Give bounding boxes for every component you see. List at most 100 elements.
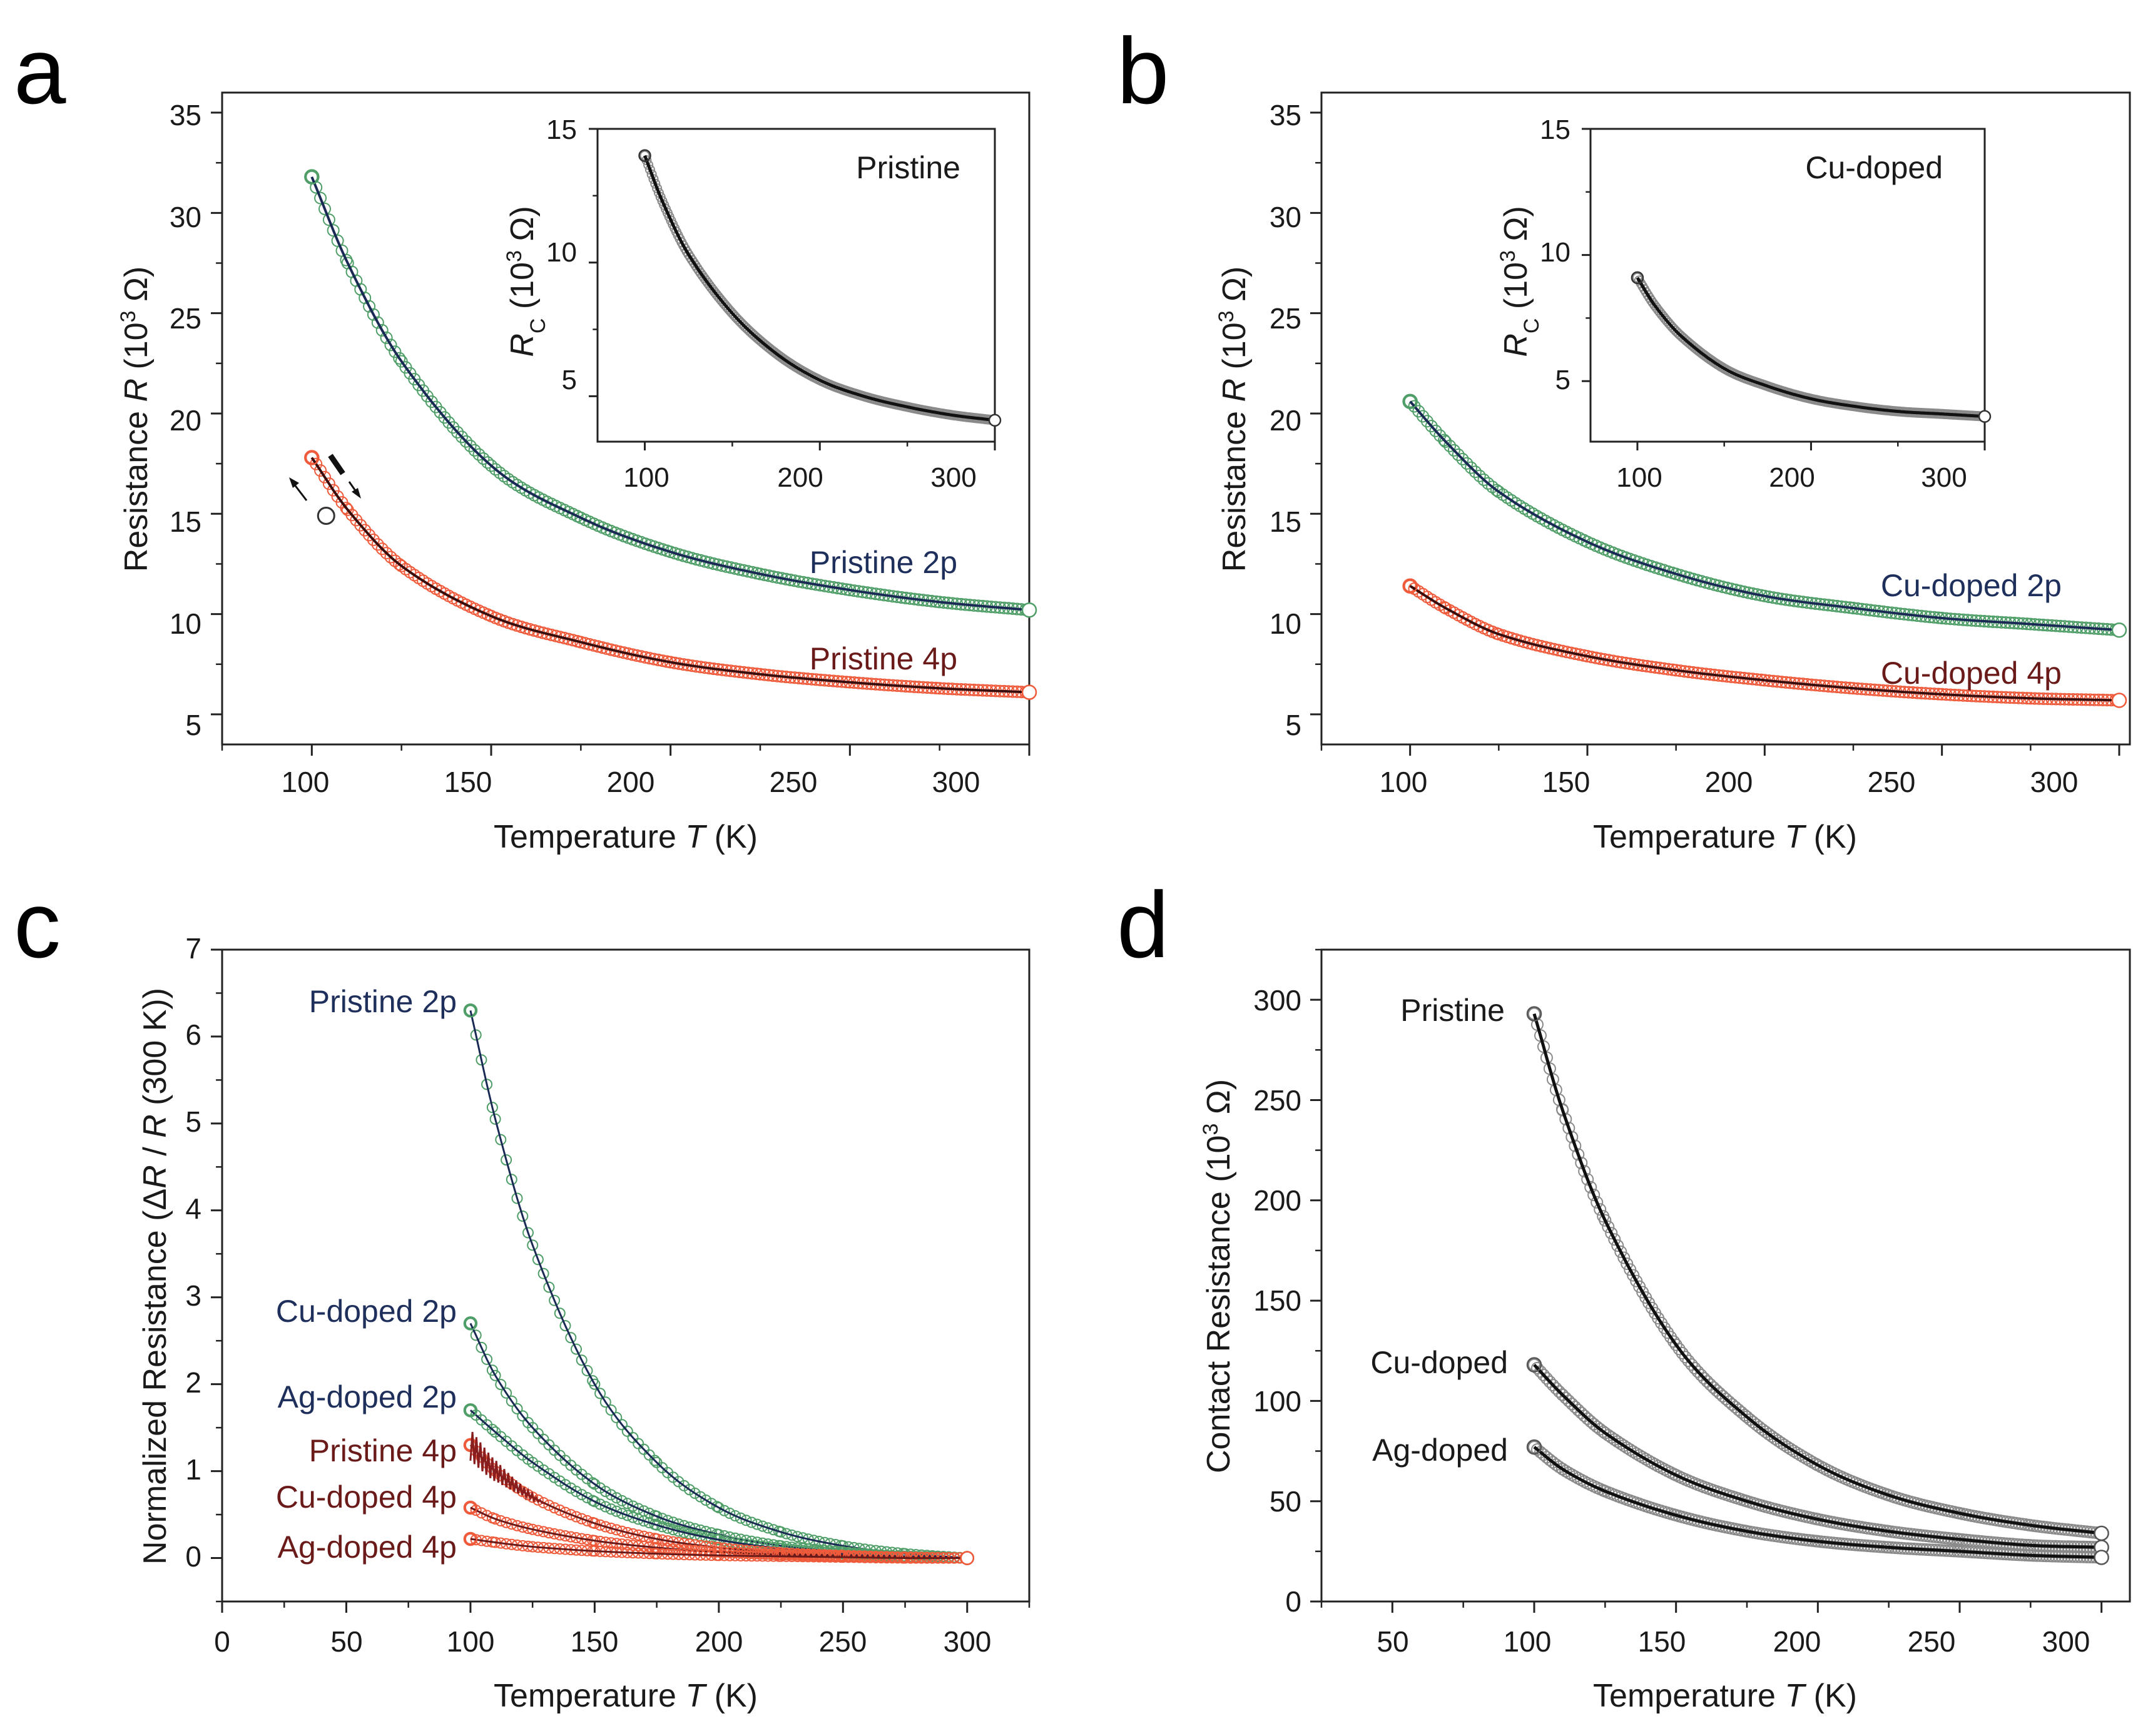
data-point bbox=[740, 321, 750, 332]
data-point bbox=[322, 213, 335, 226]
ticks-b bbox=[1310, 111, 2120, 756]
series-line bbox=[643, 155, 995, 422]
x-tick-label: 0 bbox=[214, 1625, 230, 1658]
data-point bbox=[1569, 1139, 1582, 1152]
data-point bbox=[576, 1354, 588, 1366]
data-point bbox=[327, 224, 340, 237]
inset-x-tick-label: 200 bbox=[1769, 462, 1815, 493]
data-point bbox=[495, 1134, 507, 1145]
data-point bbox=[464, 439, 477, 452]
data-point bbox=[1559, 1113, 1572, 1125]
data-point bbox=[532, 1525, 544, 1536]
plot-frame-a bbox=[221, 91, 1031, 746]
y-tick-label: 50 bbox=[1270, 1485, 1301, 1518]
inset-y-tick-label: 5 bbox=[562, 365, 577, 395]
start-point bbox=[638, 149, 651, 162]
data-point bbox=[589, 1518, 601, 1529]
x-tick-label: 250 bbox=[1908, 1625, 1956, 1658]
x-axis-title-d: Temperature T (K) bbox=[1593, 1678, 1857, 1714]
x-tick-label: 50 bbox=[330, 1625, 362, 1658]
outlier-point bbox=[317, 506, 335, 525]
data-point bbox=[1685, 1358, 1698, 1371]
data-point bbox=[1559, 1464, 1572, 1478]
inset-x-tick-label: 300 bbox=[930, 462, 976, 493]
start-point bbox=[1402, 578, 1418, 594]
data-point bbox=[1756, 1423, 1769, 1436]
data-point bbox=[713, 1502, 725, 1513]
data-point bbox=[459, 435, 472, 448]
data-point bbox=[1443, 439, 1457, 452]
data-point bbox=[1796, 1450, 1810, 1463]
data-point bbox=[1669, 323, 1679, 334]
data-point bbox=[501, 1516, 512, 1528]
data-point bbox=[451, 425, 464, 439]
data-point bbox=[472, 448, 486, 461]
data-point bbox=[371, 316, 384, 329]
x-tick-label: 300 bbox=[2042, 1625, 2090, 1658]
data-point bbox=[734, 316, 745, 326]
data-point bbox=[762, 1522, 774, 1534]
data-point bbox=[600, 642, 613, 655]
data-point bbox=[1452, 448, 1465, 461]
end-point bbox=[2094, 1550, 2109, 1565]
data-point bbox=[1676, 1347, 1689, 1359]
data-point bbox=[589, 1496, 601, 1508]
data-point bbox=[1646, 295, 1657, 306]
data-point bbox=[1578, 1165, 1591, 1178]
data-point bbox=[1624, 1263, 1637, 1276]
panel-a: a 5 10 15 20 25 30 35 100 150 200 250 30… bbox=[14, 18, 1037, 855]
data-point bbox=[587, 1477, 599, 1489]
data-point bbox=[605, 1489, 617, 1501]
y-tick-label: 5 bbox=[185, 709, 201, 741]
end-point bbox=[2111, 622, 2127, 638]
data-point bbox=[751, 1518, 763, 1530]
data-point bbox=[1781, 1441, 1794, 1454]
data-point bbox=[696, 268, 706, 278]
data-point bbox=[1540, 1372, 1553, 1385]
series-line bbox=[469, 1322, 967, 1559]
data-point bbox=[792, 1531, 803, 1543]
data-point bbox=[1486, 480, 1499, 494]
data-point bbox=[1549, 1458, 1562, 1471]
data-point bbox=[616, 1525, 628, 1537]
x-tick-label: 200 bbox=[1773, 1625, 1821, 1658]
x-tick-label: 150 bbox=[1542, 766, 1591, 798]
data-point bbox=[594, 1482, 606, 1494]
data-point bbox=[543, 1281, 555, 1293]
x-tick-label: 100 bbox=[447, 1625, 495, 1658]
y-tick-label: 20 bbox=[170, 404, 201, 437]
data-point bbox=[501, 1387, 512, 1399]
data-point bbox=[1793, 1448, 1806, 1461]
data-point bbox=[1765, 1430, 1778, 1443]
data-point bbox=[527, 1523, 539, 1535]
data-point bbox=[327, 484, 340, 497]
data-point bbox=[621, 1498, 633, 1510]
data-point bbox=[395, 559, 408, 572]
data-point bbox=[808, 1535, 820, 1546]
x-tick-label: 200 bbox=[607, 766, 655, 798]
y-tick-label: 7 bbox=[185, 932, 201, 965]
data-point bbox=[1679, 1351, 1692, 1364]
data-point bbox=[537, 1464, 549, 1476]
data-point bbox=[314, 464, 327, 477]
inset-y-axis-title-b: RC (103 Ω) bbox=[1496, 206, 1544, 357]
data-point bbox=[651, 1519, 663, 1531]
data-point bbox=[786, 1529, 798, 1541]
data-point bbox=[481, 456, 494, 469]
data-point bbox=[559, 1506, 571, 1518]
inset-plot-area-a bbox=[638, 149, 1002, 427]
data-point bbox=[1584, 1180, 1597, 1194]
data-point bbox=[1799, 1452, 1813, 1465]
data-point bbox=[1608, 1233, 1621, 1246]
data-point bbox=[652, 183, 663, 193]
plot-frame-d bbox=[1320, 948, 2131, 1603]
data-point bbox=[1611, 1239, 1624, 1252]
data-point bbox=[643, 1517, 655, 1528]
panel-letter-a: a bbox=[14, 18, 66, 123]
start-point bbox=[1631, 271, 1644, 285]
data-point bbox=[384, 338, 397, 352]
inset-y-tick-label: 15 bbox=[546, 114, 577, 145]
series-label: Ag-doped 4p bbox=[278, 1530, 457, 1565]
data-point bbox=[527, 1239, 539, 1251]
data-point bbox=[380, 331, 393, 344]
